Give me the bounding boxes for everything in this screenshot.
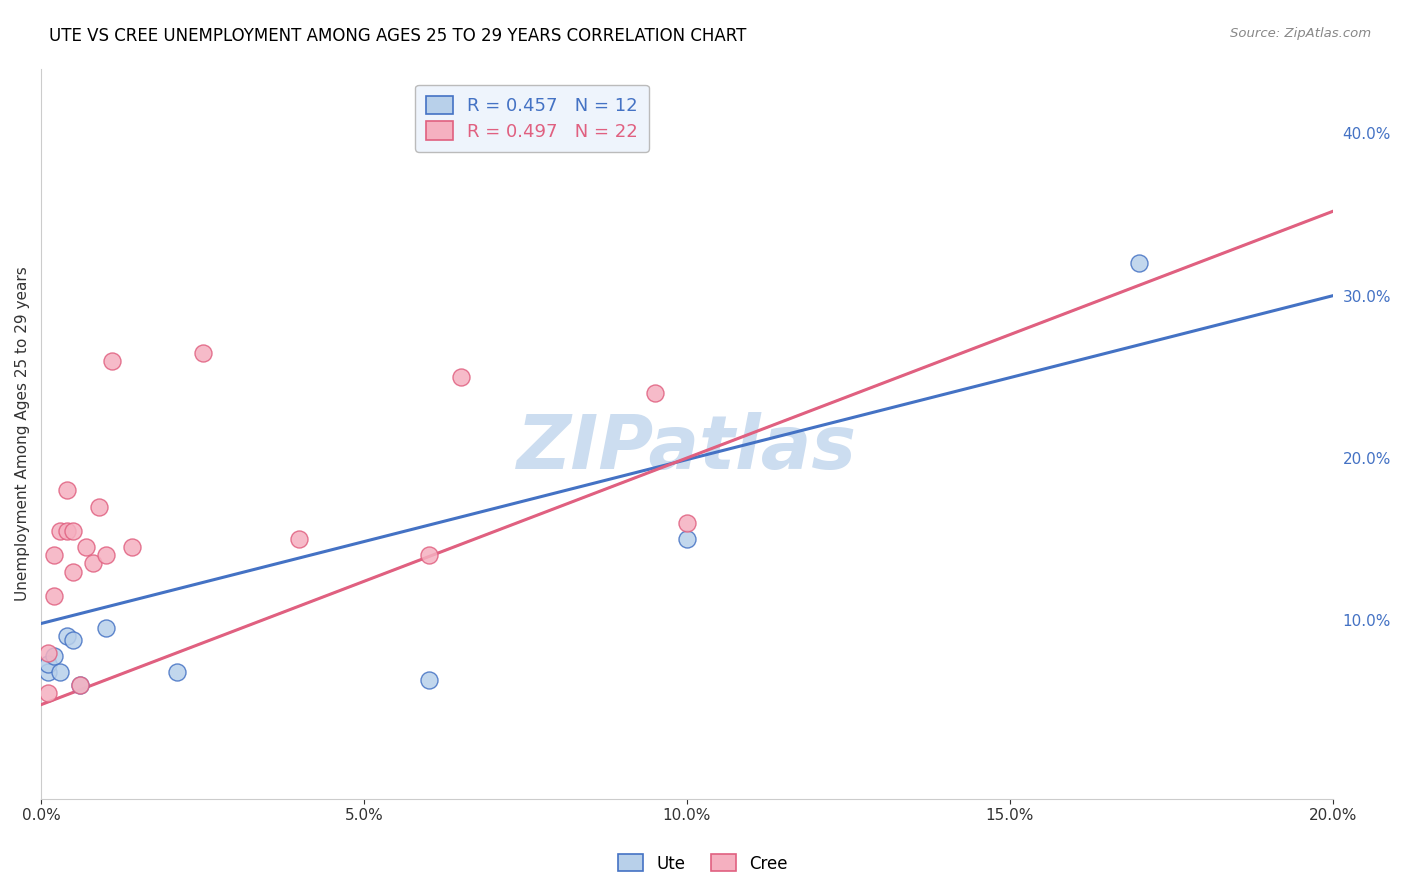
Point (42, 589, 65, 603)
Point (89, 500, 111, 514)
Point (42, 549, 65, 563)
Point (49, 524, 72, 538)
Point (37, 665, 59, 680)
Y-axis label: Unemployment Among Ages 25 to 29 years: Unemployment Among Ages 25 to 29 years (15, 267, 30, 601)
Point (450, 369, 472, 384)
Point (101, 353, 124, 368)
Text: UTE VS CREE UNEMPLOYMENT AMONG AGES 25 TO 29 YEARS CORRELATION CHART: UTE VS CREE UNEMPLOYMENT AMONG AGES 25 T… (49, 27, 747, 45)
Point (56, 483, 79, 498)
Point (62, 565, 84, 579)
Point (56, 630, 79, 644)
Point (121, 540, 143, 554)
Text: Source: ZipAtlas.com: Source: ZipAtlas.com (1230, 27, 1371, 40)
Point (166, 665, 188, 680)
Legend: R = 0.457   N = 12, R = 0.497   N = 22: R = 0.457 N = 12, R = 0.497 N = 22 (415, 85, 650, 152)
Point (37, 646, 59, 660)
Point (37, 686, 59, 700)
Point (69, 678, 91, 692)
Point (418, 673, 440, 688)
Point (1128, 256, 1150, 270)
Text: ZIPatlas: ZIPatlas (517, 412, 856, 484)
Point (676, 532, 699, 546)
Point (49, 665, 72, 680)
Point (62, 632, 84, 647)
Point (191, 345, 214, 359)
Legend: Ute, Cree: Ute, Cree (612, 847, 794, 880)
Point (644, 386, 666, 401)
Point (94, 549, 117, 563)
Point (288, 532, 311, 546)
Point (82, 557, 104, 571)
Point (94, 621, 117, 635)
Point (69, 678, 91, 692)
Point (56, 524, 79, 538)
Point (418, 549, 440, 563)
Point (42, 648, 65, 663)
Point (62, 524, 84, 538)
Point (75, 540, 97, 554)
Point (37, 657, 59, 671)
Point (676, 516, 699, 530)
